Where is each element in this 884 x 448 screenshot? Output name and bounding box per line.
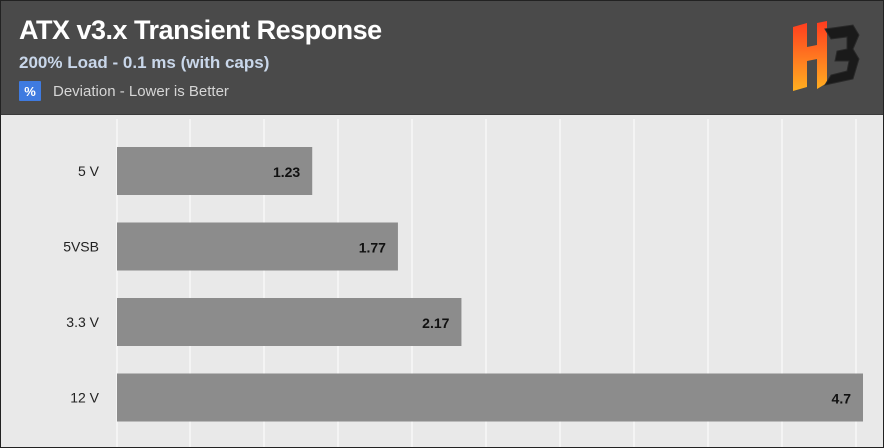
bar [117, 222, 398, 271]
chart-subtitle: 200% Load - 0.1 ms (with caps) [19, 53, 270, 72]
category-label: 12 V [70, 390, 99, 406]
legend: % Deviation - Lower is Better [19, 81, 229, 101]
bar [117, 147, 313, 195]
category-label: 5 V [78, 163, 100, 179]
bar [117, 373, 863, 422]
hb-logo-icon [793, 21, 860, 91]
bar [117, 298, 462, 346]
category-label: 3.3 V [66, 314, 99, 330]
chart-header: ATX v3.x Transient Response 200% Load - … [1, 1, 883, 115]
value-label: 2.17 [422, 315, 449, 331]
percent-icon: % [19, 81, 41, 101]
value-label: 1.23 [273, 164, 300, 180]
value-label: 1.77 [359, 240, 386, 256]
category-label: 5VSB [63, 239, 99, 255]
legend-label: Deviation - Lower is Better [53, 82, 229, 100]
chart-title: ATX v3.x Transient Response [19, 15, 382, 45]
value-label: 4.7 [832, 391, 852, 407]
